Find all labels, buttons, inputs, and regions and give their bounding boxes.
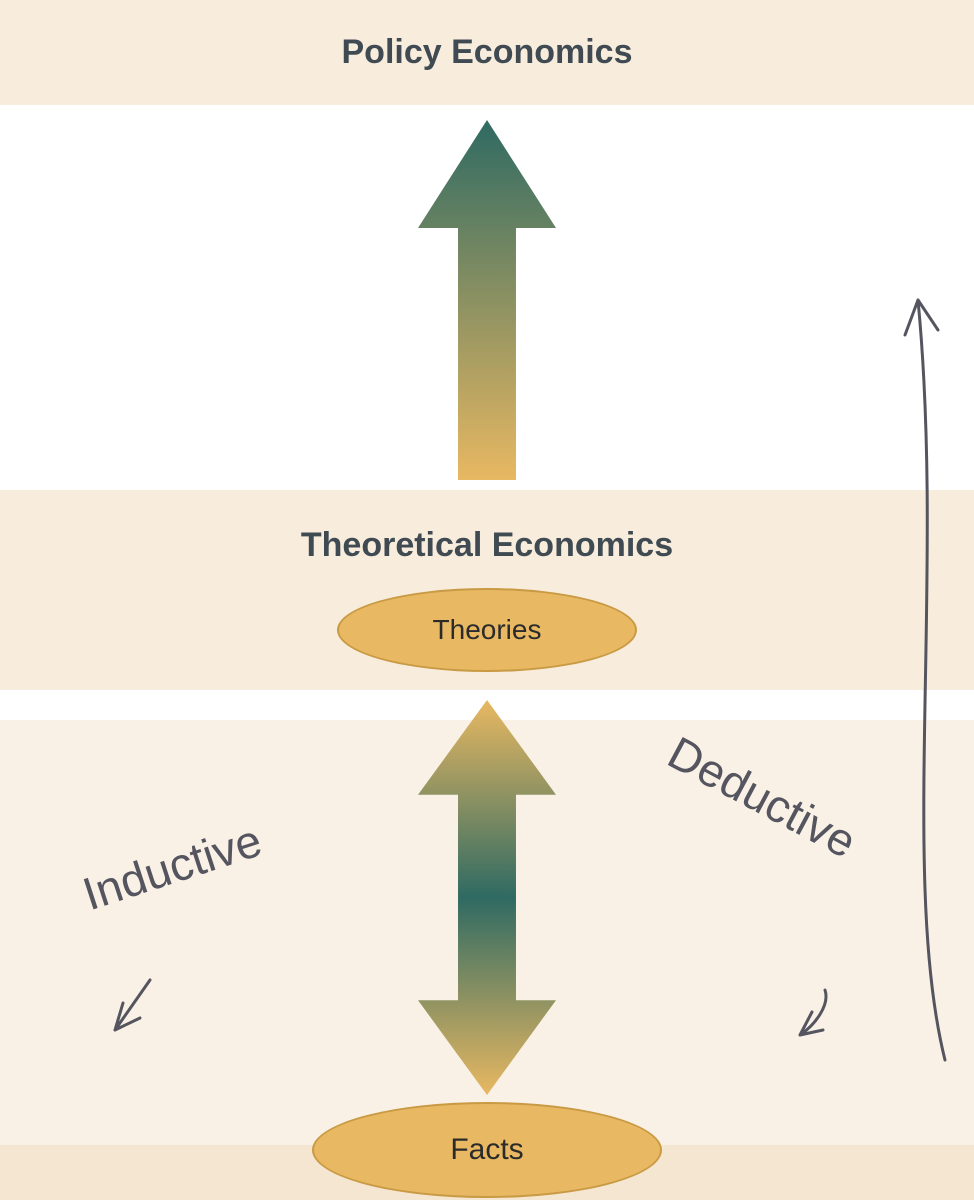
hand-side-curve-icon <box>0 0 974 1200</box>
